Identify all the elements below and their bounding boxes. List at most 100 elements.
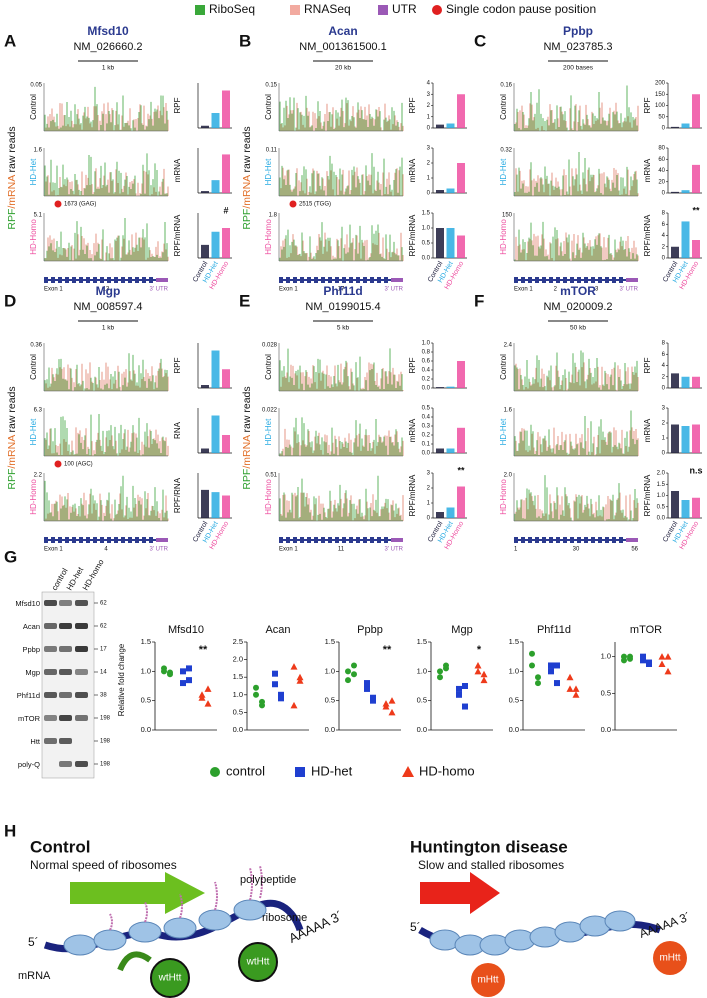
gene-name: Mgp <box>96 284 121 298</box>
rna-coverage <box>515 167 639 196</box>
legend-swatch <box>210 767 220 777</box>
bar <box>446 448 455 453</box>
exon <box>72 537 76 543</box>
y-tick-label: 0.5 <box>233 707 243 716</box>
exon <box>521 277 525 283</box>
exon <box>307 537 311 543</box>
axis-label-part: /mRNA <box>241 435 253 469</box>
exon <box>93 277 97 283</box>
y-tick-label: 4 <box>427 81 431 87</box>
marker-label: 198 <box>100 739 111 745</box>
bar <box>436 190 444 193</box>
exon <box>300 537 304 543</box>
y-axis-label: Relative fold change <box>117 643 126 716</box>
point <box>480 670 488 678</box>
bar <box>671 491 679 518</box>
ribo-coverage <box>44 217 168 261</box>
plot-title: Ppbp <box>357 624 383 636</box>
point <box>443 662 449 669</box>
exon <box>342 277 346 283</box>
track-condition: Control <box>29 94 38 120</box>
band <box>44 600 57 606</box>
point <box>388 708 396 716</box>
point <box>351 671 357 678</box>
rna-coverage <box>515 232 639 261</box>
exon <box>584 277 588 283</box>
point <box>382 703 390 710</box>
bar <box>436 228 444 258</box>
track-condition: Control <box>29 354 38 380</box>
significance: ** <box>457 465 465 475</box>
track-max: 1.6 <box>504 408 513 414</box>
point <box>548 662 554 669</box>
y-axis-label: RPF <box>408 357 417 373</box>
band <box>44 715 57 721</box>
point <box>640 653 646 660</box>
y-axis-label: RPF/mRNA <box>173 214 182 256</box>
y-tick-label: 0 <box>662 451 666 457</box>
y-tick-label: 0.0 <box>422 451 431 457</box>
y-tick-label: 200 <box>655 81 666 87</box>
exon <box>535 537 539 543</box>
legend-swatch <box>195 5 205 15</box>
exon <box>356 277 360 283</box>
y-tick-label: 0.5 <box>141 696 151 705</box>
gene-name: Mfsd10 <box>87 24 129 38</box>
exon <box>591 537 595 543</box>
exon <box>542 277 546 283</box>
bar <box>436 512 444 518</box>
exon <box>121 537 125 543</box>
exon <box>528 537 532 543</box>
plot-title: Mfsd10 <box>168 624 204 636</box>
bar <box>692 497 700 518</box>
legend-label: UTR <box>392 2 417 16</box>
y-tick-label: 80 <box>658 146 665 152</box>
exon <box>577 277 581 283</box>
y-tick-label: 0.6 <box>422 359 431 365</box>
y-axis-label: RPF/RNA <box>173 477 182 513</box>
exon <box>279 537 283 543</box>
arrow <box>70 872 205 914</box>
marker-label: 14 <box>100 670 107 676</box>
bar <box>436 387 444 388</box>
axis-label: RPF/mRNA raw reads <box>6 126 18 229</box>
y-tick-label: 0.2 <box>422 433 431 439</box>
exon <box>279 277 283 283</box>
utr <box>156 538 168 542</box>
exon-label: 3' UTR <box>620 287 639 293</box>
exon-label: 3' UTR <box>150 547 169 553</box>
axis-label-part: /mRNA <box>6 435 18 469</box>
exon <box>535 277 539 283</box>
exon <box>100 537 104 543</box>
bar <box>457 486 465 518</box>
point <box>621 653 627 660</box>
y-tick-label: 4 <box>662 233 666 239</box>
point <box>259 702 265 709</box>
y-tick-label: 0 <box>662 126 666 132</box>
pause-dot <box>54 200 62 208</box>
y-tick-label: 0.0 <box>417 725 427 734</box>
exon <box>107 277 111 283</box>
bar <box>446 123 455 128</box>
legend-label: RiboSeq <box>209 2 255 16</box>
y-tick-label: 1.5 <box>509 637 519 646</box>
point <box>296 677 304 684</box>
arrow <box>117 951 152 972</box>
panel-letter: F <box>474 291 484 310</box>
y-tick-label: 150 <box>655 92 666 98</box>
significance: # <box>223 205 228 215</box>
exon <box>114 537 118 543</box>
ribo-coverage <box>279 222 403 261</box>
y-tick-label: 3 <box>427 471 431 477</box>
point <box>529 650 535 657</box>
accession: NM_001361500.1 <box>299 41 386 53</box>
track-max: 0.51 <box>265 473 277 479</box>
y-tick-label: 40 <box>658 168 665 174</box>
y-axis-label: RPF <box>173 97 182 113</box>
exon <box>335 277 339 283</box>
exon-label: 3' UTR <box>150 287 169 293</box>
legend-swatch <box>402 766 414 777</box>
bar <box>201 191 209 193</box>
y-tick-label: 1 <box>427 501 431 507</box>
axis-label-part: RPF <box>241 469 253 490</box>
